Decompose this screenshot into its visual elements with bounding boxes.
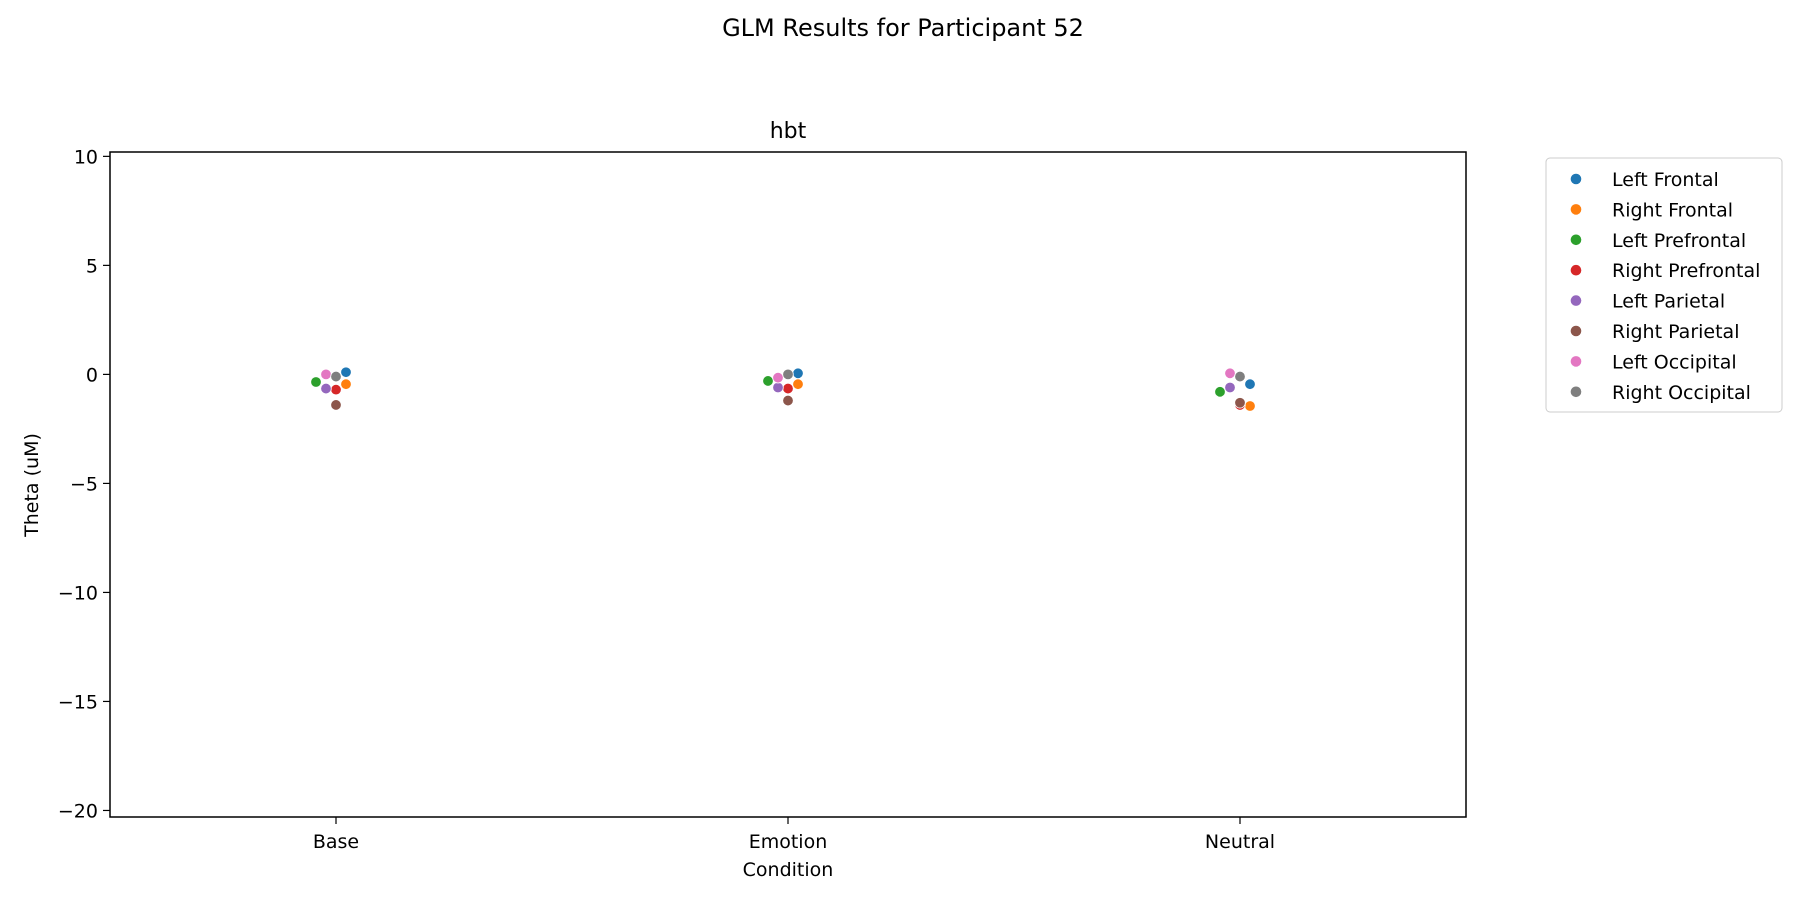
legend-marker (1570, 173, 1582, 185)
axis-ticks: 10 5 0 −5 −10 −15 −20 Base Emotion Neutral (58, 146, 1275, 853)
data-point-6-1 (772, 371, 784, 384)
legend-box (1545, 157, 1783, 413)
data-point-7-0 (330, 370, 342, 383)
legend-label: Right Parietal (1612, 321, 1739, 343)
data-point-1-2 (1244, 400, 1256, 412)
y-tick-label: −20 (58, 800, 98, 822)
x-tick-label: Neutral (1205, 831, 1275, 853)
legend-marker (1570, 204, 1582, 215)
data-point-2-1 (762, 375, 774, 387)
figure-suptitle: GLM Results for Participant 52 (722, 14, 1084, 42)
legend-label: Right Prefrontal (1612, 260, 1760, 282)
data-point-2-2 (1214, 386, 1226, 398)
data-point-5-1 (782, 394, 794, 407)
legend-marker (1570, 295, 1582, 306)
y-tick-label: −10 (58, 582, 98, 604)
x-axis-label: Condition (743, 859, 834, 881)
x-tick-label: Base (313, 831, 359, 853)
data-point-4-2 (1224, 381, 1236, 394)
legend-marker (1570, 234, 1582, 246)
y-tick-label: 5 (86, 255, 98, 277)
data-point-1-1 (792, 378, 804, 390)
legend-marker (1570, 386, 1582, 398)
data-point-0-1 (792, 367, 804, 380)
plot-frame (109, 151, 1467, 818)
data-point-2-0 (310, 376, 322, 388)
legend-label: Left Frontal (1612, 169, 1719, 191)
data-points (310, 366, 1256, 412)
data-point-7-1 (782, 368, 794, 381)
plot-title: hbt (770, 119, 807, 144)
legend-marker (1570, 264, 1582, 276)
y-tick-label: −15 (58, 691, 98, 713)
x-tick-label: Emotion (749, 831, 828, 853)
data-point-6-0 (320, 368, 332, 381)
data-point-7-2 (1234, 370, 1246, 383)
legend-label: Right Occipital (1612, 382, 1751, 404)
data-point-0-2 (1244, 378, 1256, 390)
data-point-6-2 (1224, 367, 1236, 380)
data-point-1-0 (340, 378, 352, 390)
y-axis-label: Theta (uM) (21, 433, 43, 538)
data-point-3-1 (782, 382, 794, 395)
legend-label: Left Occipital (1612, 351, 1737, 373)
y-tick-label: 10 (74, 146, 98, 168)
data-point-5-0 (330, 399, 342, 411)
y-tick-label: 0 (86, 364, 98, 386)
data-point-4-1 (772, 381, 784, 394)
legend: Left Frontal Right Frontal Left Prefrontal… (1545, 157, 1783, 413)
data-point-3-0 (330, 383, 342, 396)
legend-marker (1570, 325, 1582, 337)
legend-label: Left Prefrontal (1612, 230, 1746, 252)
legend-marker (1570, 356, 1582, 367)
legend-label: Right Frontal (1612, 199, 1733, 221)
data-point-4-0 (320, 382, 332, 395)
legend-label: Left Parietal (1612, 291, 1725, 313)
data-point-0-0 (340, 366, 352, 378)
data-point-5-2 (1234, 397, 1246, 409)
y-tick-label: −5 (70, 473, 98, 495)
